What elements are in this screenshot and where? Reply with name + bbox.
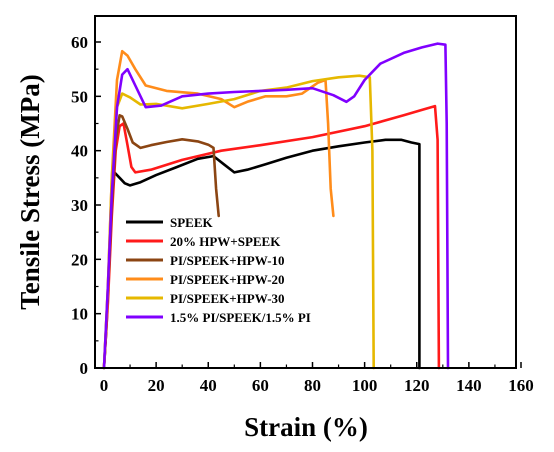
xtick-labels: 0 20 40 60 80 100 120 140 160 [100,376,534,395]
y-tick-label-10: 10 [71,305,88,324]
x-tick-label-60: 60 [252,376,269,395]
y-tick-label-0: 0 [80,359,89,378]
y-tick-label-20: 20 [71,250,88,269]
legend-label-5: PI/SPEEK+HPW-30 [170,291,285,306]
y-axis-title: Tensile Stress (MPa) [15,74,45,310]
x-tick-label-120: 120 [404,376,430,395]
x-tick-label-140: 140 [456,376,482,395]
series-line-4 [102,49,335,370]
y-tick-label-30: 30 [71,196,88,215]
legend: SPEEK 20% HPW+SPEEK PI/SPEEK+HPW-10 PI/SPEE… [126,215,311,325]
x-tick-label-80: 80 [304,376,321,395]
x-tick-label-40: 40 [200,376,217,395]
legend-label-2: 20% HPW+SPEEK [170,234,281,249]
series-group [102,42,450,370]
x-tick-label-100: 100 [352,376,378,395]
x-tick-label-160: 160 [508,376,534,395]
x-tick-label-20: 20 [148,376,165,395]
x-axis-title: Strain (%) [244,412,368,442]
x-tick-label-0: 0 [100,376,109,395]
y-tick-label-40: 40 [71,142,88,161]
ytick-labels: 0 10 20 30 40 50 60 [71,33,88,378]
legend-label-3: PI/SPEEK+HPW-10 [170,253,285,268]
y-tick-label-50: 50 [71,87,88,106]
series-line-6 [102,42,450,370]
legend-label-4: PI/SPEEK+HPW-20 [170,272,285,287]
legend-label-1: SPEEK [170,215,214,230]
legend-label-6: 1.5% PI/SPEEK/1.5% PI [170,310,311,325]
y-tick-label-60: 60 [71,33,88,52]
plot-frame [94,15,517,369]
